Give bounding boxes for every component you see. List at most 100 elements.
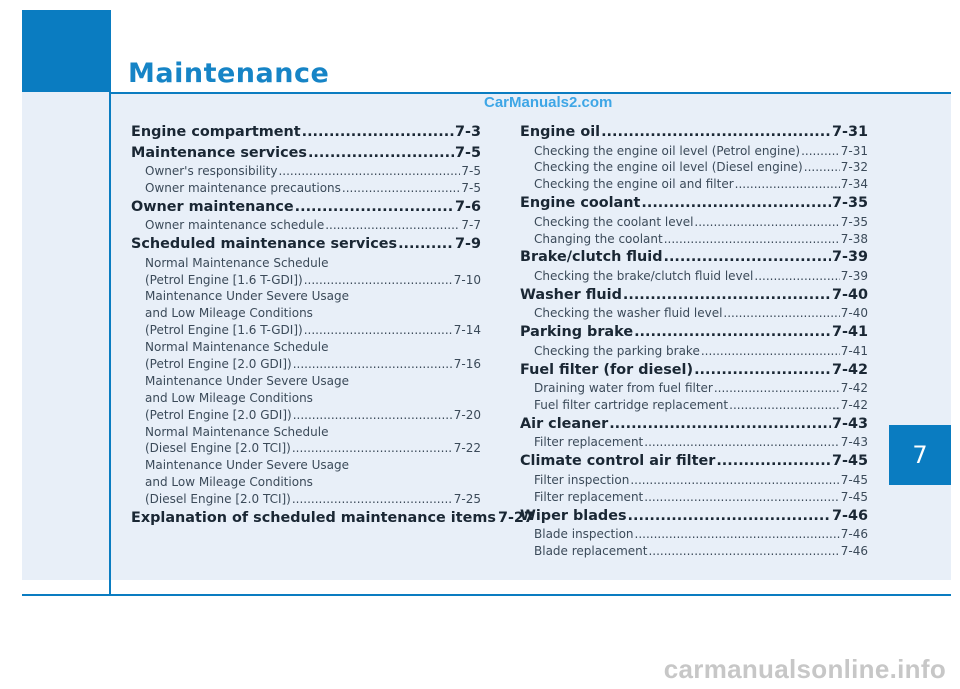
toc-right-column: Engine oil 7-31 Checking the engine oil le… [520, 122, 868, 560]
toc-entry-title: Draining water from fuel filter [534, 381, 713, 396]
toc-leader-dots [735, 176, 840, 193]
toc-leader-dots [302, 123, 454, 143]
toc-entry-title: Brake/clutch fluid [520, 249, 663, 266]
toc-entry-title: Scheduled maintenance services [131, 236, 398, 253]
toc-entry-title: Explanation of scheduled maintenance ite… [131, 510, 496, 527]
toc-leader-dots [801, 143, 840, 160]
toc-subsection-entry[interactable]: (Diesel Engine [2.0 TCI]) 7-25 [131, 491, 481, 508]
toc-page-number: 7-9 [455, 236, 481, 253]
toc-section-entry[interactable]: Owner maintenance 7-6 [131, 198, 481, 218]
toc-page-number: 7-20 [453, 407, 481, 422]
toc-section-entry[interactable]: Parking brake 7-41 [520, 323, 868, 343]
toc-subsection-entry[interactable]: Checking the washer fluid level 7-40 [520, 305, 868, 322]
toc-subsection-entry[interactable]: Changing the coolant 7-38 [520, 231, 868, 248]
toc-page-number: 7-46 [831, 507, 868, 524]
toc-entry-title: Checking the engine oil level (Petrol en… [534, 143, 801, 158]
toc-page-number: 7-22 [453, 441, 481, 456]
toc-entry-title: (Diesel Engine [2.0 TCI]) [145, 492, 291, 507]
toc-page-number: 7-40 [840, 306, 868, 321]
toc-entry-title: (Petrol Engine [2.0 GDI]) [145, 357, 292, 372]
toc-subsection-entry[interactable]: (Petrol Engine [1.6 T-GDI]) 7-14 [131, 322, 481, 339]
toc-subsection-entry[interactable]: Filter replacement 7-45 [520, 489, 868, 506]
toc-leader-dots [293, 407, 453, 424]
toc-entry-title: (Petrol Engine [2.0 GDI]) [145, 407, 292, 422]
toc-leader-dots [623, 286, 831, 306]
toc-entry-line: Maintenance Under Severe Usage [145, 289, 349, 304]
toc-section-entry[interactable]: Maintenance services 7-5 [131, 144, 481, 164]
toc-entry-line: Normal Maintenance Schedule [145, 340, 329, 355]
toc-section-entry[interactable]: Fuel filter (for diesel) 7-42 [520, 361, 868, 381]
toc-page-number: 7-25 [453, 492, 481, 507]
toc-leader-dots [804, 159, 840, 176]
toc-leader-dots [694, 214, 839, 231]
toc-leader-dots [664, 231, 840, 248]
header-rule [110, 92, 951, 94]
toc-leader-dots [325, 217, 460, 234]
toc-page-number: 7-45 [831, 453, 868, 470]
toc-page-number: 7-27 [497, 510, 534, 527]
toc-subsection-entry[interactable]: Owner's responsibility 7-5 [131, 163, 481, 180]
toc-section-entry[interactable]: Engine coolant 7-35 [520, 194, 868, 214]
toc-entry-title: Blade replacement [534, 543, 648, 558]
toc-page-number: 7-5 [455, 144, 481, 161]
toc-section-entry[interactable]: Wiper blades 7-46 [520, 507, 868, 527]
toc-page-number: 7-39 [831, 249, 868, 266]
toc-section-entry[interactable]: Brake/clutch fluid 7-39 [520, 248, 868, 268]
toc-leader-dots [701, 343, 840, 360]
toc-section-entry[interactable]: Washer fluid 7-40 [520, 286, 868, 306]
toc-subsection-entry[interactable]: (Petrol Engine [2.0 GDI]) 7-16 [131, 356, 481, 373]
toc-leader-dots [304, 322, 453, 339]
toc-section-entry[interactable]: Scheduled maintenance services 7-9 [131, 235, 481, 255]
toc-entry-title: Engine oil [520, 124, 601, 140]
toc-page-number: 7-41 [840, 343, 868, 358]
toc-page-number: 7-31 [831, 124, 868, 140]
toc-entry-title: Owner maintenance schedule [145, 218, 325, 233]
toc-subsection-entry[interactable]: Checking the brake/clutch fluid level 7-3… [520, 268, 868, 285]
toc-leader-dots [292, 440, 453, 457]
toc-subsection-entry[interactable]: Filter inspection 7-45 [520, 472, 868, 489]
toc-page-number: 7-41 [831, 324, 868, 341]
toc-page-number: 7-45 [840, 489, 868, 504]
toc-leader-dots [628, 507, 831, 527]
toc-leader-dots [292, 491, 453, 508]
toc-page-number: 7-45 [840, 472, 868, 487]
toc-entry-title: Checking the brake/clutch fluid level [534, 268, 754, 283]
toc-leader-dots [398, 235, 454, 255]
toc-subsection-entry[interactable]: Blade inspection 7-46 [520, 526, 868, 543]
toc-entry-title: (Diesel Engine [2.0 TCI]) [145, 441, 291, 456]
toc-subsection-entry[interactable]: Owner maintenance precautions 7-5 [131, 180, 481, 197]
toc-entry-title: Parking brake [520, 324, 634, 341]
toc-page-number: 7-46 [840, 527, 868, 542]
toc-leader-dots [648, 543, 839, 560]
toc-subsection-entry[interactable]: Owner maintenance schedule 7-7 [131, 217, 481, 234]
toc-section-entry[interactable]: Engine oil 7-31 [520, 123, 868, 143]
toc-entry-line: Normal Maintenance Schedule [145, 255, 329, 270]
chapter-color-block [22, 10, 110, 92]
toc-section-entry[interactable]: Explanation of scheduled maintenance ite… [131, 509, 534, 529]
toc-subsection-entry[interactable]: Fuel filter cartridge replacement 7-42 [520, 397, 868, 414]
toc-subsection-entry[interactable]: Checking the engine oil level (Diesel en… [520, 159, 868, 176]
chapter-tab[interactable]: 7 [889, 425, 951, 485]
toc-subsection-entry[interactable]: Checking the engine oil level (Petrol en… [520, 143, 868, 160]
toc-section-entry[interactable]: Engine compartment 7-3 [131, 123, 481, 143]
toc-subsection-entry[interactable]: Filter replacement 7-43 [520, 434, 868, 451]
toc-subsection-entry[interactable]: (Petrol Engine [1.6 T-GDI]) 7-10 [131, 272, 481, 289]
toc-leader-dots [635, 526, 840, 543]
toc-subsection-entry[interactable]: Blade replacement 7-46 [520, 543, 868, 560]
toc-section-entry[interactable]: Climate control air filter 7-45 [520, 452, 868, 472]
toc-leader-dots [641, 194, 831, 214]
footer-site: carmanualsonline.info [663, 654, 946, 684]
toc-subsection-entry[interactable]: Checking the engine oil and filter 7-34 [520, 176, 868, 193]
toc-page-number: 7-42 [840, 381, 868, 396]
toc-entry-title: Filter inspection [534, 472, 630, 487]
toc-subsection-entry[interactable]: Checking the coolant level 7-35 [520, 214, 868, 231]
toc-subsection-entry[interactable]: Checking the parking brake 7-41 [520, 343, 868, 360]
toc-entry-title: Wiper blades [520, 507, 627, 524]
toc-subsection-entry[interactable]: (Petrol Engine [2.0 GDI]) 7-20 [131, 407, 481, 424]
toc-subsection-entry[interactable]: (Diesel Engine [2.0 TCI]) 7-22 [131, 440, 481, 457]
toc-entry-title: Fuel filter (for diesel) [520, 361, 694, 378]
toc-page-number: 7-39 [840, 268, 868, 283]
toc-subsection-entry[interactable]: Draining water from fuel filter 7-42 [520, 380, 868, 397]
toc-section-entry[interactable]: Air cleaner 7-43 [520, 415, 868, 435]
toc-page-number: 7-35 [831, 195, 868, 212]
